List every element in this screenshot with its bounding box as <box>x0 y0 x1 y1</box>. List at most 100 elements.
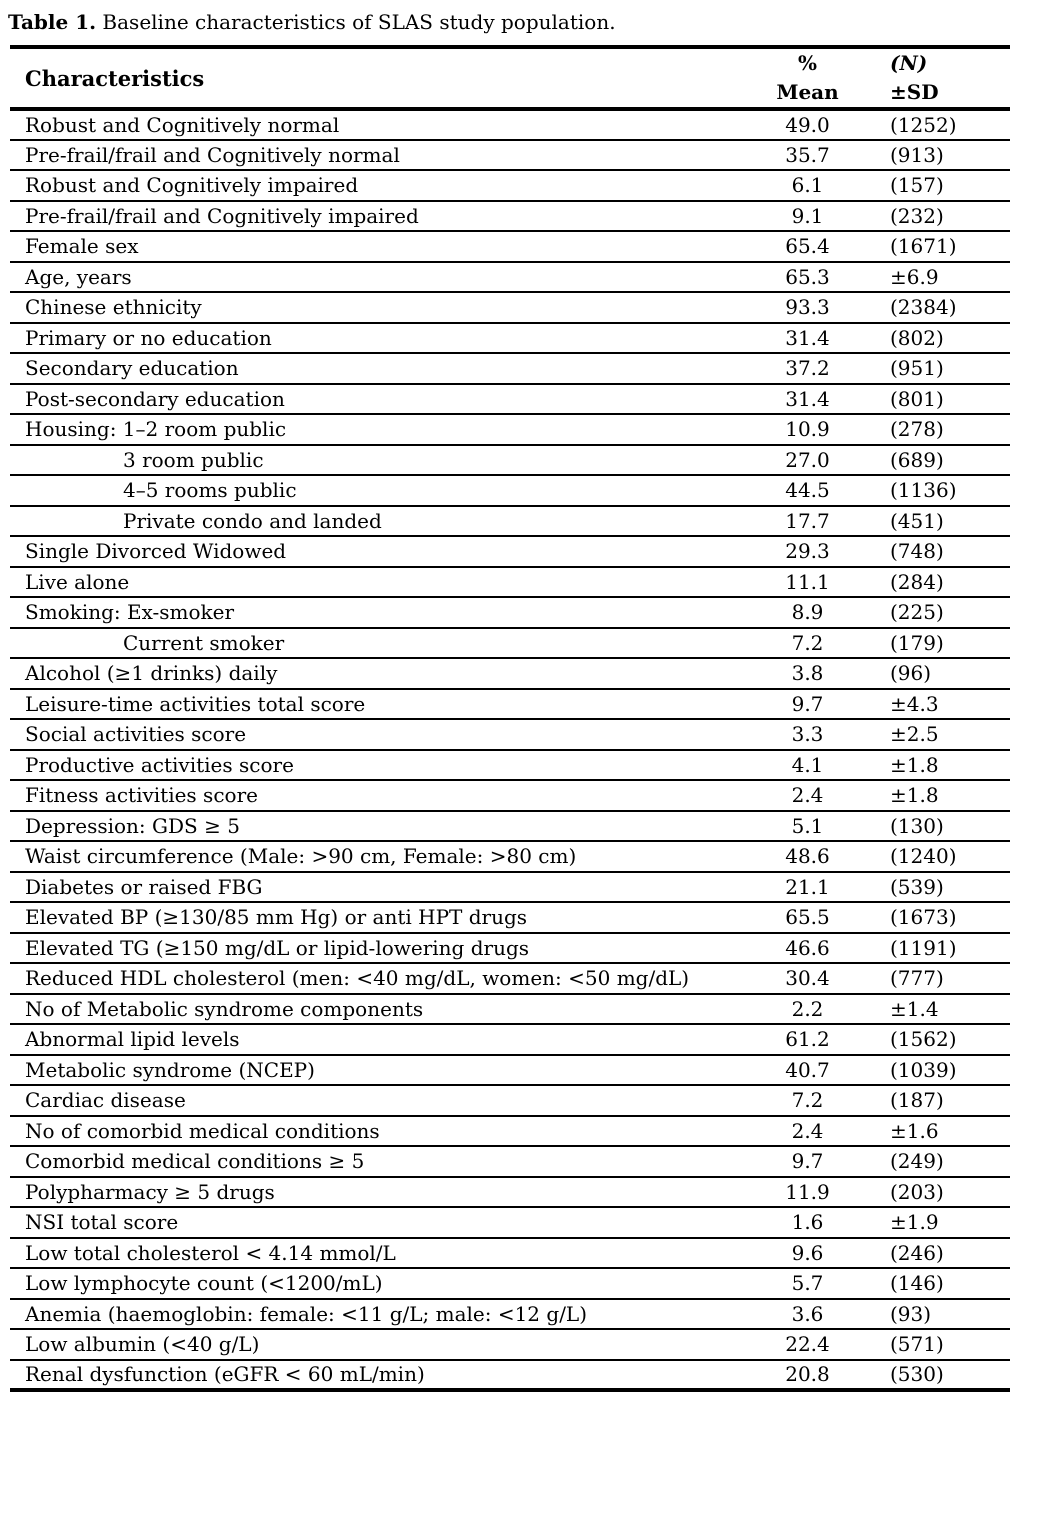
percent-mean-cell: 3.8 <box>745 658 870 690</box>
table-row: Post-secondary education 31.4 (801) <box>10 383 1010 415</box>
table-row: Abnormal lipid levels 61.2 (1562) <box>10 1024 1010 1056</box>
baseline-characteristics-table: Characteristics % Mean (N) ±SD Robust an… <box>10 45 1010 1392</box>
table-header: Characteristics % Mean (N) ±SD <box>10 47 1010 111</box>
table-row: Elevated BP (≥130/85 mm Hg) or anti HPT … <box>10 902 1010 934</box>
characteristic-cell: Robust and Cognitively normal <box>10 109 745 141</box>
header-mean-label: Mean <box>776 80 839 104</box>
percent-mean-cell: 44.5 <box>745 475 870 507</box>
n-sd-cell: ±4.3 <box>870 688 1010 720</box>
characteristic-cell: Waist circumference (Male: >90 cm, Femal… <box>10 841 745 873</box>
characteristic-cell: Pre-frail/frail and Cognitively normal <box>10 139 745 171</box>
n-sd-cell: (203) <box>870 1176 1010 1208</box>
percent-mean-cell: 35.7 <box>745 139 870 171</box>
n-sd-cell: ±1.8 <box>870 780 1010 812</box>
characteristic-cell: Smoking: Ex-smoker <box>10 597 745 629</box>
characteristic-cell: Live alone <box>10 566 745 598</box>
characteristic-cell: NSI total score <box>10 1207 745 1239</box>
percent-mean-cell: 2.4 <box>745 1115 870 1147</box>
characteristic-cell: Renal dysfunction (eGFR < 60 mL/min) <box>10 1359 745 1391</box>
percent-mean-cell: 37.2 <box>745 353 870 385</box>
characteristic-cell: Female sex <box>10 231 745 263</box>
table-row: Live alone 11.1 (284) <box>10 566 1010 598</box>
characteristic-cell: Robust and Cognitively impaired <box>10 170 745 202</box>
percent-mean-cell: 9.6 <box>745 1237 870 1269</box>
characteristic-cell: Low lymphocyte count (<1200/mL) <box>10 1268 745 1300</box>
table-row: Low albumin (<40 g/L) 22.4 (571) <box>10 1329 1010 1361</box>
n-sd-cell: (278) <box>870 414 1010 446</box>
n-sd-cell: (951) <box>870 353 1010 385</box>
characteristic-cell: Current smoker <box>10 627 745 659</box>
n-sd-cell: (1671) <box>870 231 1010 263</box>
n-sd-cell: (232) <box>870 200 1010 232</box>
characteristic-cell: Fitness activities score <box>10 780 745 812</box>
n-sd-cell: (1136) <box>870 475 1010 507</box>
n-sd-cell: (777) <box>870 963 1010 995</box>
n-sd-cell: (130) <box>870 810 1010 842</box>
percent-mean-cell: 10.9 <box>745 414 870 446</box>
table-row: Secondary education 37.2 (951) <box>10 353 1010 385</box>
characteristic-cell: Reduced HDL cholesterol (men: <40 mg/dL,… <box>10 963 745 995</box>
n-sd-cell: (96) <box>870 658 1010 690</box>
characteristic-cell: Elevated BP (≥130/85 mm Hg) or anti HPT … <box>10 902 745 934</box>
table-row: 3 room public 27.0 (689) <box>10 444 1010 476</box>
percent-mean-cell: 4.1 <box>745 749 870 781</box>
characteristic-cell: Low total cholesterol < 4.14 mmol/L <box>10 1237 745 1269</box>
n-sd-cell: (93) <box>870 1298 1010 1330</box>
percent-mean-cell: 31.4 <box>745 322 870 354</box>
table-row: No of comorbid medical conditions 2.4 ±1.6 <box>10 1115 1010 1147</box>
n-sd-cell: (571) <box>870 1329 1010 1361</box>
table-row: Leisure-time activities total score 9.7 ±4… <box>10 688 1010 720</box>
percent-mean-cell: 93.3 <box>745 292 870 324</box>
characteristic-cell: Pre-frail/frail and Cognitively impaired <box>10 200 745 232</box>
characteristic-cell: Social activities score <box>10 719 745 751</box>
percent-mean-cell: 7.2 <box>745 1085 870 1117</box>
percent-mean-cell: 21.1 <box>745 871 870 903</box>
characteristic-cell: Leisure-time activities total score <box>10 688 745 720</box>
n-sd-cell: (1240) <box>870 841 1010 873</box>
percent-mean-cell: 29.3 <box>745 536 870 568</box>
characteristic-cell: 3 room public <box>10 444 745 476</box>
table-row: Current smoker 7.2 (179) <box>10 627 1010 659</box>
n-sd-cell: (1252) <box>870 109 1010 141</box>
table-row: Chinese ethnicity 93.3 (2384) <box>10 292 1010 324</box>
characteristic-cell: Abnormal lipid levels <box>10 1024 745 1056</box>
percent-mean-cell: 2.2 <box>745 993 870 1025</box>
characteristic-cell: Depression: GDS ≥ 5 <box>10 810 745 842</box>
n-sd-cell: (225) <box>870 597 1010 629</box>
characteristic-cell: Alcohol (≥1 drinks) daily <box>10 658 745 690</box>
table-row: Fitness activities score 2.4 ±1.8 <box>10 780 1010 812</box>
n-sd-cell: ±1.6 <box>870 1115 1010 1147</box>
n-sd-cell: (748) <box>870 536 1010 568</box>
table-caption-text: Baseline characteristics of SLAS study p… <box>96 10 616 34</box>
characteristic-cell: Secondary education <box>10 353 745 385</box>
table-row: 4–5 rooms public 44.5 (1136) <box>10 475 1010 507</box>
n-sd-cell: (801) <box>870 383 1010 415</box>
n-sd-cell: (284) <box>870 566 1010 598</box>
n-sd-cell: (539) <box>870 871 1010 903</box>
characteristic-cell: Low albumin (<40 g/L) <box>10 1329 745 1361</box>
table-row: Alcohol (≥1 drinks) daily 3.8 (96) <box>10 658 1010 690</box>
table-row: Reduced HDL cholesterol (men: <40 mg/dL,… <box>10 963 1010 995</box>
n-sd-cell: (2384) <box>870 292 1010 324</box>
percent-mean-cell: 9.7 <box>745 1146 870 1178</box>
characteristic-cell: No of Metabolic syndrome components <box>10 993 745 1025</box>
table-header-row: Characteristics % Mean (N) ±SD <box>10 47 1010 111</box>
table-row: Social activities score 3.3 ±2.5 <box>10 719 1010 751</box>
table-row: Age, years 65.3 ±6.9 <box>10 261 1010 293</box>
percent-mean-cell: 48.6 <box>745 841 870 873</box>
percent-mean-cell: 61.2 <box>745 1024 870 1056</box>
n-sd-cell: ±1.9 <box>870 1207 1010 1239</box>
percent-mean-cell: 3.3 <box>745 719 870 751</box>
characteristic-cell: Metabolic syndrome (NCEP) <box>10 1054 745 1086</box>
n-sd-cell: (1191) <box>870 932 1010 964</box>
table-row: Depression: GDS ≥ 5 5.1 (130) <box>10 810 1010 842</box>
table-row: Productive activities score 4.1 ±1.8 <box>10 749 1010 781</box>
characteristic-cell: Diabetes or raised FBG <box>10 871 745 903</box>
n-sd-cell: (157) <box>870 170 1010 202</box>
characteristic-cell: Polypharmacy ≥ 5 drugs <box>10 1176 745 1208</box>
percent-mean-cell: 46.6 <box>745 932 870 964</box>
table-row: Single Divorced Widowed 29.3 (748) <box>10 536 1010 568</box>
percent-mean-cell: 31.4 <box>745 383 870 415</box>
table-row: Low lymphocyte count (<1200/mL) 5.7 (146) <box>10 1268 1010 1300</box>
